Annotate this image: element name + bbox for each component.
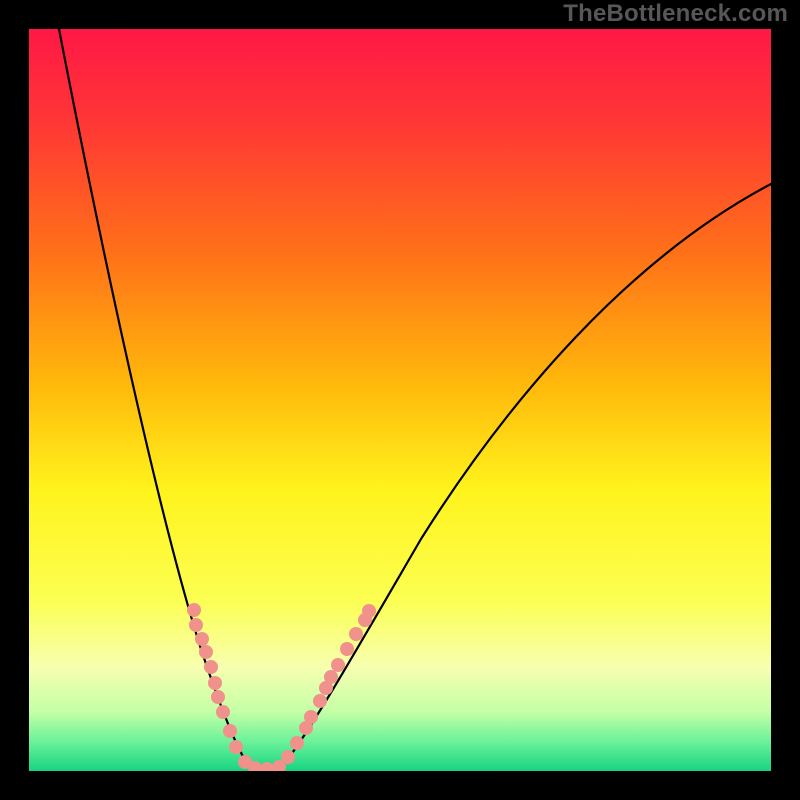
scatter-dot	[187, 603, 201, 617]
scatter-dot	[208, 676, 222, 690]
chart-container: TheBottleneck.com	[0, 0, 800, 800]
scatter-dot	[195, 632, 209, 646]
scatter-dot	[281, 750, 295, 764]
scatter-dot	[362, 604, 376, 618]
scatter-dot	[340, 642, 354, 656]
scatter-dot	[324, 670, 338, 684]
scatter-dot	[304, 710, 318, 724]
scatter-dot	[211, 690, 225, 704]
scatter-dot	[216, 705, 230, 719]
plot-area	[29, 29, 771, 771]
plot-background	[29, 29, 771, 771]
scatter-dot	[331, 658, 345, 672]
scatter-dot	[223, 724, 237, 738]
scatter-dot	[349, 627, 363, 641]
scatter-dot	[189, 618, 203, 632]
watermark-text: TheBottleneck.com	[563, 0, 788, 28]
scatter-dot	[204, 660, 218, 674]
scatter-dot	[290, 736, 304, 750]
scatter-dot	[229, 740, 243, 754]
scatter-dot	[313, 694, 327, 708]
scatter-dot	[199, 645, 213, 659]
